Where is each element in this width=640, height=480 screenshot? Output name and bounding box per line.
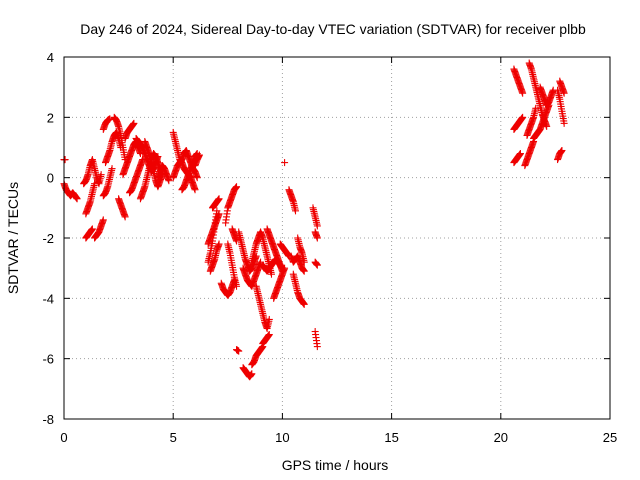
data-point [61,156,69,164]
data-point [99,216,107,224]
y-tick-label: -6 [42,352,54,367]
data-point [516,150,524,158]
data-point [313,343,321,351]
y-tick-label: -4 [42,291,54,306]
x-tick-label: 15 [384,430,398,445]
data-point [560,89,568,97]
data-point [233,282,241,290]
data-point [215,210,223,218]
data-point [91,180,99,188]
data-point [235,347,243,355]
data-point [281,264,289,272]
data-point [532,104,540,112]
data-point [300,267,308,275]
axis-ticks: 0 5 10 15 20 25 -8 -6 -4 -2 0 2 4 [42,50,617,445]
data-point [130,119,138,127]
x-tick-label: 0 [60,430,67,445]
data-point [195,151,203,159]
x-tick-label: 10 [275,430,289,445]
data-point [265,331,273,339]
data-point [560,119,568,127]
data-point [248,370,256,378]
y-axis-label: SDTVAR / TECUs [5,182,21,294]
data-point [165,177,173,185]
data-point [73,195,81,203]
data-point [193,174,201,182]
x-axis-label: GPS time / hours [282,457,389,473]
data-point [191,186,199,194]
data-point [313,261,321,269]
y-tick-label: 4 [47,50,54,65]
y-tick-label: -2 [42,231,54,246]
y-tick-label: -8 [42,412,54,427]
x-tick-label: 25 [603,430,617,445]
y-tick-label: 2 [47,110,54,125]
data-point [519,89,527,97]
data-point [267,270,275,278]
grid-lines [64,57,610,419]
data-point [215,240,223,248]
data-point [88,225,96,233]
x-tick-label: 5 [170,430,177,445]
data-point [97,171,105,179]
data-point [281,159,289,167]
data-point [313,234,321,242]
data-point [300,300,308,308]
data-point [300,258,308,266]
data-points [60,59,568,381]
data-point [558,147,566,155]
data-point [121,213,129,221]
plot-frame [63,56,611,420]
y-tick-label: 0 [47,171,54,186]
data-point [108,165,116,173]
chart-title: Day 246 of 2024, Sidereal Day-to-day VTE… [80,21,586,37]
x-tick-label: 20 [494,430,508,445]
data-point [292,207,300,215]
data-point [215,195,223,203]
data-point [543,122,551,130]
data-point [519,113,527,121]
data-point [313,222,321,230]
data-point [233,183,241,191]
data-point [265,315,273,323]
